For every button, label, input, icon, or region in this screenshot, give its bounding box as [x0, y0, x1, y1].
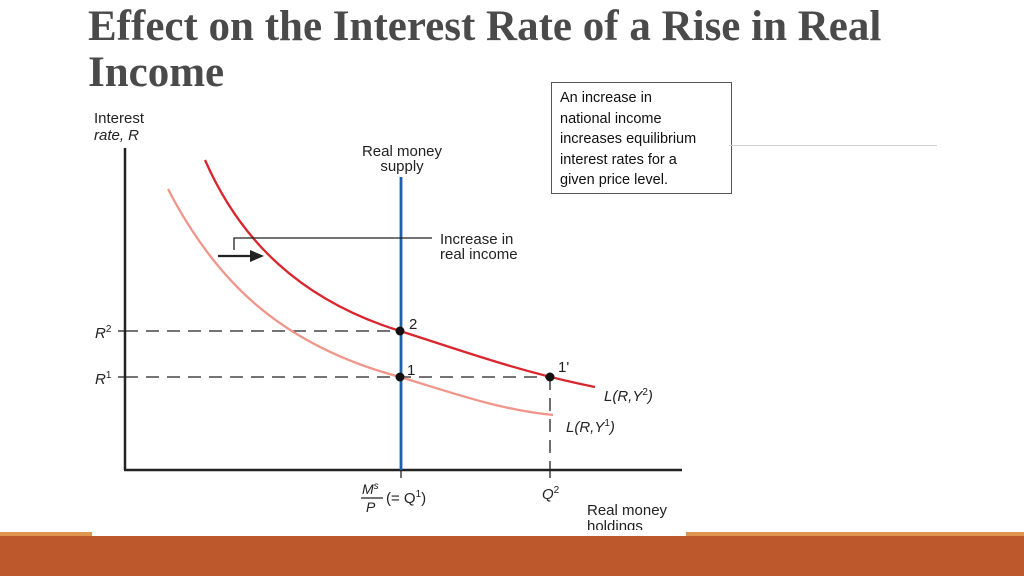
curve-low-text: L(R,Y	[566, 419, 605, 436]
curve-low-superscript: 1	[604, 418, 610, 429]
callout-line-5: given price level.	[560, 172, 668, 188]
callout-line-1: An increase in	[560, 90, 652, 106]
equilibrium-point-1	[395, 372, 405, 382]
r1-label: R1	[95, 370, 112, 388]
r2-label: R2	[95, 324, 112, 342]
r2-symbol: R	[95, 325, 106, 342]
supply-label-line-2: supply	[380, 158, 424, 175]
supply-label-line-1: Real money	[362, 143, 443, 160]
callout-rule	[729, 145, 937, 146]
shift-label-line-1: Increase in	[440, 231, 513, 248]
ms-equals-superscript: 1	[416, 489, 422, 500]
curve-high-text: L(R,Y	[604, 388, 643, 405]
q2-superscript: 2	[554, 485, 560, 496]
title-line-1: Effect on the Interest Rate of a Rise in…	[88, 3, 882, 50]
shift-arrow-head	[250, 250, 264, 262]
footer-white-strip	[92, 530, 686, 536]
q2-label: Q2	[542, 485, 560, 503]
curve-high-superscript: 2	[642, 387, 648, 398]
curve-low-close: )	[608, 419, 615, 436]
ms-equals-close: )	[421, 490, 426, 507]
curve-low-label: L(R,Y1)	[566, 418, 615, 436]
footer-band	[0, 536, 1024, 576]
q2-symbol: Q	[542, 486, 554, 503]
r2-superscript: 2	[106, 324, 112, 335]
ms-numerator: Ms	[362, 481, 379, 497]
slide-title: Effect on the Interest Rate of a Rise in…	[88, 4, 968, 96]
callout-line-3: increases equilibrium	[560, 131, 697, 147]
callout-line-2: national income	[560, 110, 662, 127]
ms-denominator: P	[366, 499, 376, 515]
callout-line-4: interest rates for a	[560, 151, 677, 168]
title-line-2: Income	[88, 49, 225, 96]
ms-equals-label: (= Q1)	[386, 489, 426, 507]
x-axis-label-line-1: Real money	[587, 502, 668, 519]
r1-superscript: 1	[106, 370, 112, 381]
shift-label-line-2: real income	[440, 246, 518, 263]
point-1-label: 1	[407, 362, 415, 379]
r1-symbol: R	[95, 371, 106, 388]
curve-high-label: L(R,Y2)	[604, 387, 653, 405]
y-axis-label-line-1: Interest	[94, 110, 145, 127]
equilibrium-point-1prime	[545, 372, 555, 382]
money-demand-curve-low	[166, 188, 554, 417]
point-2-label: 2	[409, 316, 417, 333]
callout-box: An increase in national income increases…	[551, 82, 732, 194]
ms-symbol: M	[362, 481, 374, 497]
ms-equals-text: (= Q	[386, 490, 416, 507]
shift-leader-line	[233, 237, 432, 250]
point-1prime-label: 1'	[558, 359, 569, 376]
equilibrium-point-2	[395, 326, 405, 336]
y-axis-label-line-2: rate, R	[94, 127, 139, 144]
curve-high-close: )	[646, 388, 653, 405]
ms-superscript: s	[374, 481, 379, 492]
